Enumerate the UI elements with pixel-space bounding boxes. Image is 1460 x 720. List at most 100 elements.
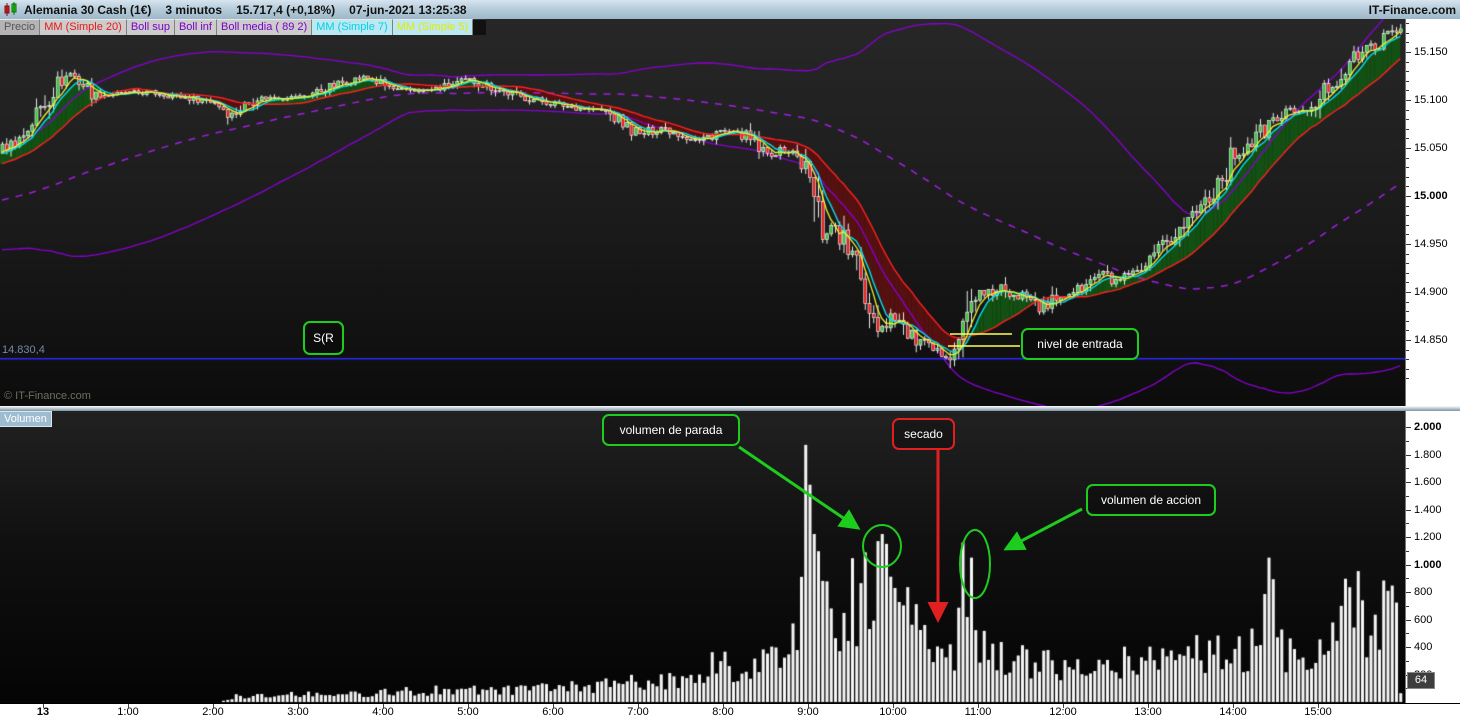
price-axis-minor-tick (1406, 282, 1409, 284)
price-axis-minor-tick (1406, 378, 1409, 380)
price-axis-minor-tick (1406, 272, 1409, 274)
volume-axis-tick: 1.000 (1414, 558, 1442, 571)
volume-axis[interactable]: 2.0001.8001.6001.4001.2001.0008006004002… (1405, 411, 1460, 703)
time-axis-tick-mark (383, 704, 384, 708)
price-axis-tick-mark (1406, 244, 1411, 245)
indicator-chip-boll-media-89-2-[interactable]: Boll media ( 89 2) (216, 19, 313, 35)
price-axis-tick: 15.100 (1414, 94, 1448, 106)
volume-panel-label[interactable]: Volumen (0, 411, 52, 427)
time-axis-tick: 12:00 (1049, 706, 1077, 718)
indicator-chip-boll-inf[interactable]: Boll inf (174, 19, 217, 35)
panel-divider[interactable] (0, 406, 1460, 411)
price-axis-tick-mark (1406, 52, 1411, 53)
volume-axis-tick: 2.000 (1414, 421, 1442, 433)
stop-volume-annotation-box[interactable]: volumen de parada (602, 414, 740, 446)
stop-volume-text: volumen de parada (619, 423, 723, 437)
price-axis-minor-tick (1406, 311, 1409, 313)
sr-annotation-box[interactable]: S(R (303, 321, 344, 355)
time-axis-tick-mark (213, 704, 214, 708)
timeframe-label[interactable]: 3 minutos (165, 2, 223, 17)
volume-axis-tick: 400 (1414, 641, 1433, 653)
price-axis-minor-tick (1406, 32, 1409, 34)
indicator-chip-mm-simple-7-[interactable]: MM (Simple 7) (312, 19, 393, 35)
time-axis[interactable]: 13 1:00 2:00 3:00 4:00 5:00 6:00 7:00 8:00 9:00 10… (0, 703, 1460, 720)
price-axis-minor-tick (1406, 61, 1409, 63)
indicator-row-endcap (473, 19, 487, 35)
price-chart-canvas[interactable] (0, 19, 1405, 406)
price-axis-tick: 15.050 (1414, 142, 1448, 154)
time-axis-tick-mark (553, 704, 554, 708)
price-axis-minor-tick (1406, 205, 1409, 207)
indicator-chip-boll-sup[interactable]: Boll sup (126, 19, 175, 35)
sr-annotation-text: S(R (313, 331, 334, 345)
volume-axis-tick: 1.800 (1414, 448, 1442, 461)
price-axis-minor-tick (1406, 330, 1409, 332)
price-axis-minor-tick (1406, 253, 1409, 255)
volume-chart-canvas[interactable] (0, 411, 1405, 703)
volume-axis-tick: 1.400 (1414, 503, 1442, 516)
price-axis-minor-tick (1406, 71, 1409, 73)
volume-axis-tick: 1.600 (1414, 476, 1442, 488)
time-axis-tick: 13 (36, 706, 50, 718)
price-axis-minor-tick (1406, 109, 1409, 111)
price-axis-tick-mark (1406, 196, 1411, 197)
price-axis[interactable]: 15.150 15.100 15.050 15.000 14.950 14.900 14.8… (1405, 19, 1460, 406)
price-axis-tick: 14.900 (1414, 286, 1448, 298)
indicator-chip-mm-simple-5-[interactable]: MM (Simple 5) (392, 19, 474, 35)
price-axis-tick-mark (1406, 148, 1411, 149)
volume-axis-minor-tick (1406, 468, 1409, 470)
volume-axis-tick-mark (1406, 482, 1411, 483)
time-axis-tick-mark (1318, 704, 1319, 708)
price-axis-minor-tick (1406, 90, 1409, 92)
price-axis-tick: 14.850 (1414, 334, 1448, 346)
price-axis-minor-tick (1406, 368, 1409, 370)
volume-axis-tick-mark (1406, 427, 1411, 428)
price-axis-minor-tick (1406, 176, 1409, 178)
time-axis-tick: 15:00 (1304, 706, 1332, 718)
action-volume-annotation-box[interactable]: volumen de accion (1086, 484, 1216, 516)
price-axis-minor-tick (1406, 42, 1409, 44)
price-axis-minor-tick (1406, 234, 1409, 236)
volume-axis-tick-mark (1406, 619, 1411, 621)
price-axis-minor-tick (1406, 80, 1409, 82)
price-axis-tick-mark (1406, 340, 1411, 341)
price-axis-minor-tick (1406, 301, 1409, 303)
candlestick-logo-icon (4, 2, 17, 16)
price-axis-minor-tick (1406, 128, 1409, 130)
time-axis-tick: 3:00 (287, 706, 309, 718)
indicator-chip-mm-simple-20-[interactable]: MM (Simple 20) (40, 19, 127, 35)
price-axis-tick-mark (1406, 100, 1411, 101)
volume-axis-tick-mark (1406, 537, 1411, 538)
indicator-chip-precio[interactable]: Precio (0, 19, 41, 35)
time-axis-tick: 7:00 (627, 706, 649, 718)
time-axis-tick: 11:00 (964, 706, 992, 718)
price-axis-minor-tick (1406, 167, 1409, 169)
time-axis-tick: 8:00 (712, 706, 734, 718)
header-bar: Alemania 30 Cash (1€) 3 minutos 15.717,4… (0, 0, 1460, 20)
instrument-title[interactable]: Alemania 30 Cash (1€) (24, 2, 152, 17)
indicator-chip-row: Precio MM (Simple 20) Boll sup Boll inf Boll… (0, 19, 487, 35)
time-axis-tick-mark (723, 704, 724, 708)
time-axis-tick: 9:00 (797, 706, 819, 718)
volume-axis-tick: 600 (1414, 613, 1433, 626)
price-axis-tick-mark (1406, 292, 1411, 293)
entry-level-annotation-box[interactable]: nivel de entrada (1021, 328, 1139, 360)
dryup-annotation-box[interactable]: secado (892, 418, 955, 450)
price-axis-minor-tick (1406, 263, 1409, 265)
time-axis-tick-mark (43, 704, 44, 708)
time-axis-tick-mark (1063, 704, 1064, 708)
price-axis-minor-tick (1406, 119, 1409, 121)
volume-axis-tick-mark (1406, 509, 1411, 511)
time-axis-tick-mark (468, 704, 469, 708)
time-axis-tick-mark (978, 704, 979, 708)
brand-label: IT-Finance.com (1368, 2, 1456, 17)
price-axis-tick: 15.150 (1414, 46, 1448, 58)
dryup-text: secado (904, 427, 943, 441)
price-axis-minor-tick (1406, 224, 1409, 226)
price-axis-minor-tick (1406, 186, 1409, 188)
last-price-change: 15.717,4 (+0,18%) (236, 2, 336, 17)
time-axis-tick-mark (1148, 704, 1149, 708)
volume-axis-tick-mark (1406, 592, 1411, 593)
time-axis-tick-mark (298, 704, 299, 708)
volume-axis-minor-tick (1406, 495, 1409, 497)
